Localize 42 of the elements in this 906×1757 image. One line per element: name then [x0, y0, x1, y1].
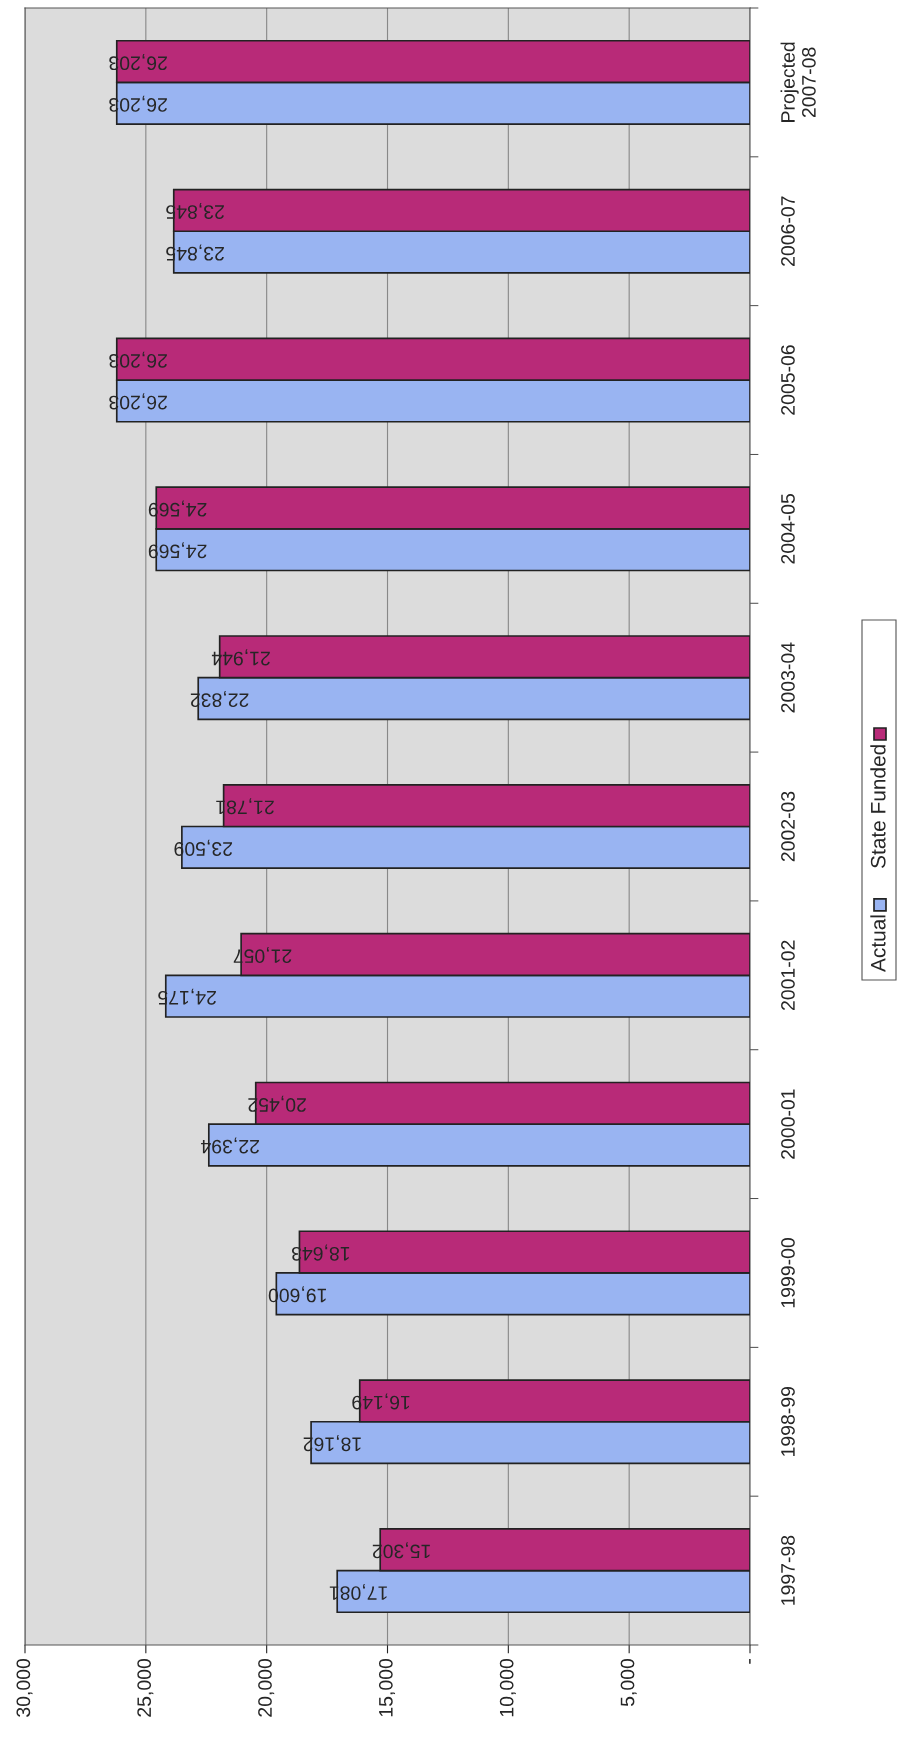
x-tick-label: 10,000 — [499, 1658, 516, 1717]
y-tick-label: 2004-05 — [781, 494, 795, 564]
data-label: 24,569 — [148, 500, 207, 517]
data-label: 23,845 — [166, 244, 224, 261]
y-tick-label: 2006-07 — [781, 196, 795, 266]
data-label: 22,832 — [190, 691, 249, 708]
legend-label: State Funded — [870, 745, 886, 868]
y-tick-label: 2000-01 — [781, 1089, 795, 1159]
x-tick-label: 30,000 — [16, 1658, 33, 1717]
x-tick-label: 15,000 — [378, 1658, 396, 1717]
data-label: 21,944 — [211, 649, 270, 666]
data-label: 21,057 — [233, 946, 292, 964]
data-label: 17,081 — [329, 1583, 387, 1600]
data-label: 15,302 — [372, 1542, 430, 1559]
data-label: 24,569 — [148, 542, 207, 559]
y-tick-label: 2001-02 — [781, 940, 795, 1011]
x-tick-label: 25,000 — [137, 1658, 154, 1717]
data-label: 19,600 — [268, 1286, 326, 1303]
legend-label: Actual — [870, 915, 886, 972]
data-label: 16,149 — [352, 1393, 410, 1410]
y-tick-label: 1997-98 — [781, 1535, 795, 1605]
data-label: 26,203 — [109, 54, 167, 71]
y-tick-label: 2005-06 — [781, 345, 795, 415]
data-label: 26,203 — [109, 95, 167, 112]
data-label: 18,643 — [291, 1244, 350, 1261]
data-label: 20,452 — [248, 1095, 306, 1112]
x-tick-label: 5,000 — [620, 1658, 637, 1707]
y-tick-label: 2002-03 — [781, 791, 795, 862]
y-tick-label: Projected 2007-08 — [780, 42, 816, 122]
y-tick-label: 1999-00 — [781, 1238, 795, 1308]
data-label: 23,845 — [166, 202, 224, 219]
x-tick-label: - — [749, 1659, 751, 1664]
y-tick-label: 2003-04 — [781, 642, 795, 713]
data-label: 21,781 — [216, 798, 274, 815]
data-label: 18,162 — [303, 1435, 361, 1452]
x-tick-label: 20,000 — [258, 1658, 275, 1717]
y-tick-label: 1998-99 — [781, 1387, 795, 1456]
data-label: 26,203 — [109, 351, 167, 368]
data-label: 23,509 — [174, 839, 233, 856]
data-label: 26,203 — [109, 393, 167, 410]
data-label: 24,175 — [158, 988, 216, 1005]
data-label: 22,394 — [201, 1137, 259, 1154]
